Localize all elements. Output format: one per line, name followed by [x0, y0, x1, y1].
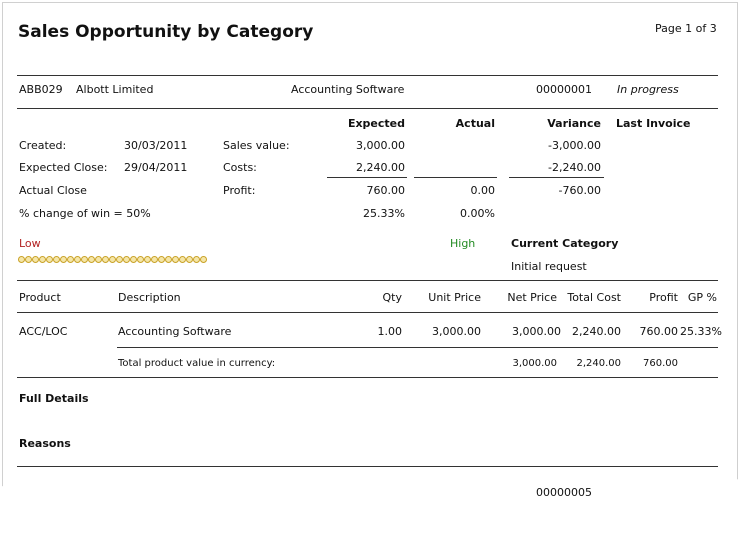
divider: [17, 377, 718, 378]
divider: [17, 312, 718, 313]
subtotal-rule: [509, 177, 604, 178]
percent-expected: 25.33%: [363, 207, 405, 220]
probability-gauge: [18, 256, 207, 263]
gauge-dot-icon: [186, 256, 193, 263]
sales-variance: -3,000.00: [548, 139, 601, 152]
col-qty: Qty: [382, 291, 402, 304]
total-label: Total product value in currency:: [118, 358, 276, 369]
report-page: [2, 2, 738, 495]
subtotal-rule: [414, 177, 497, 178]
gauge-high-label: High: [450, 237, 476, 250]
gauge-dot-icon: [116, 256, 123, 263]
sales-expected: 3,000.00: [356, 139, 405, 152]
gauge-dot-icon: [95, 256, 102, 263]
created-value: 30/03/2011: [124, 139, 188, 152]
account-name: Albott Limited: [76, 83, 154, 96]
product-unit-price: 3,000.00: [432, 325, 481, 338]
product-code: ACC/LOC: [19, 325, 68, 338]
product-qty: 1.00: [377, 325, 403, 338]
gauge-dot-icon: [102, 256, 109, 263]
gauge-dot-icon: [165, 256, 172, 263]
section-reasons: Reasons: [19, 437, 71, 450]
gauge-dot-icon: [39, 256, 46, 263]
header-last-invoice: Last Invoice: [616, 117, 691, 130]
product-total-cost: 2,240.00: [572, 325, 621, 338]
total-profit: 760.00: [643, 358, 678, 369]
sales-value-label: Sales value:: [223, 139, 290, 152]
report-title: Sales Opportunity by Category: [18, 22, 314, 42]
gauge-dot-icon: [60, 256, 67, 263]
gauge-dot-icon: [130, 256, 137, 263]
divider: [17, 466, 718, 467]
opportunity-status: In progress: [617, 83, 679, 96]
divider: [17, 108, 718, 109]
current-category-label: Current Category: [511, 237, 619, 250]
gauge-dot-icon: [151, 256, 158, 263]
col-net-price: Net Price: [507, 291, 557, 304]
gauge-dot-icon: [158, 256, 165, 263]
gauge-dot-icon: [88, 256, 95, 263]
subtotal-rule: [327, 177, 407, 178]
header-expected: Expected: [347, 117, 405, 130]
total-cost: 2,240.00: [576, 358, 621, 369]
expected-close-label: Expected Close:: [19, 161, 108, 174]
profit-variance: -760.00: [558, 184, 601, 197]
percent-actual: 0.00%: [460, 207, 495, 220]
divider: [17, 280, 718, 281]
gauge-low-label: Low: [19, 237, 41, 250]
col-total-cost: Total Cost: [567, 291, 621, 304]
costs-variance: -2,240.00: [548, 161, 601, 174]
gauge-dot-icon: [144, 256, 151, 263]
col-description: Description: [118, 291, 181, 304]
gauge-dot-icon: [18, 256, 25, 263]
opportunity-category: Accounting Software: [291, 83, 405, 96]
gauge-dot-icon: [179, 256, 186, 263]
col-product: Product: [19, 291, 61, 304]
profit-label: Profit:: [223, 184, 256, 197]
next-opportunity-number: 00000005: [536, 486, 592, 499]
header-actual: Actual: [455, 117, 495, 130]
expected-close-value: 29/04/2011: [124, 161, 188, 174]
product-profit: 760.00: [639, 325, 679, 338]
product-net-price: 3,000.00: [512, 325, 561, 338]
current-category-value: Initial request: [511, 260, 587, 273]
created-label: Created:: [19, 139, 67, 152]
gauge-dot-icon: [53, 256, 60, 263]
divider: [17, 75, 718, 76]
gauge-dot-icon: [137, 256, 144, 263]
gauge-dot-icon: [123, 256, 130, 263]
costs-label: Costs:: [223, 161, 257, 174]
divider: [117, 347, 718, 348]
account-code: ABB029: [19, 83, 63, 96]
col-profit: Profit: [649, 291, 678, 304]
costs-expected: 2,240.00: [356, 161, 405, 174]
header-variance: Variance: [547, 117, 601, 130]
gauge-dot-icon: [46, 256, 53, 263]
page-indicator: Page 1 of 3: [655, 22, 717, 35]
col-unit-price: Unit Price: [428, 291, 481, 304]
product-gp: 25.33%: [680, 325, 722, 338]
gauge-dot-icon: [172, 256, 179, 263]
gauge-dot-icon: [200, 256, 207, 263]
product-description: Accounting Software: [118, 325, 232, 338]
actual-close-label: Actual Close: [19, 184, 87, 197]
gauge-dot-icon: [109, 256, 116, 263]
gauge-dot-icon: [67, 256, 74, 263]
gauge-dot-icon: [81, 256, 88, 263]
gauge-dot-icon: [32, 256, 39, 263]
section-full-details: Full Details: [19, 392, 89, 405]
gauge-dot-icon: [74, 256, 81, 263]
profit-actual: 0.00: [470, 184, 496, 197]
opportunity-number: 00000001: [536, 83, 592, 96]
gauge-dot-icon: [25, 256, 32, 263]
win-change: % change of win = 50%: [19, 207, 151, 220]
gauge-dot-icon: [193, 256, 200, 263]
profit-expected: 760.00: [366, 184, 406, 197]
col-gp: GP %: [687, 291, 717, 304]
total-net-price: 3,000.00: [512, 358, 557, 369]
